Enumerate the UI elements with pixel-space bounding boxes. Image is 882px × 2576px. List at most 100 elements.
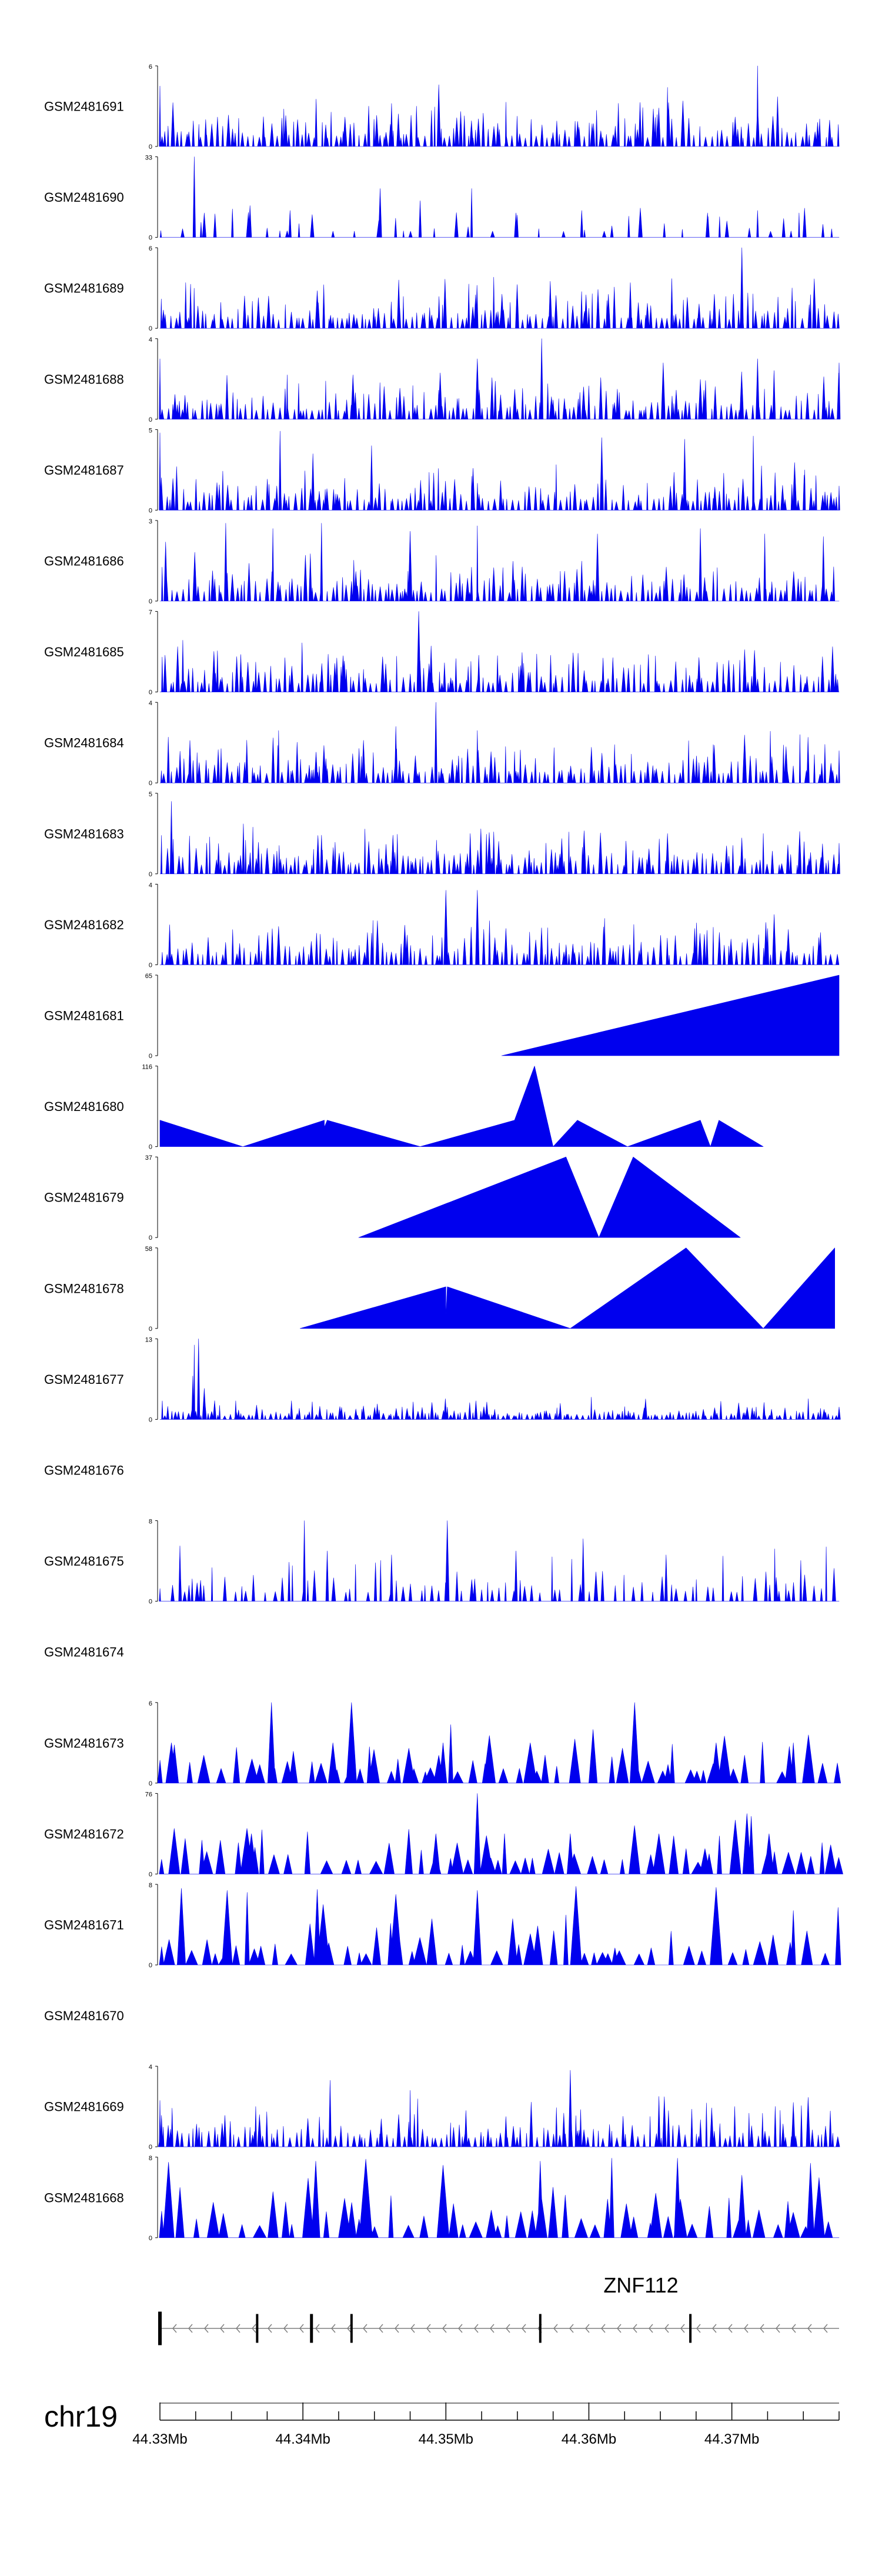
signal-area [159, 1886, 841, 1966]
y-zero-label: 0 [149, 1871, 152, 1878]
track-label: GSM2481685 [44, 645, 124, 659]
strand-arrow-icon [379, 2324, 383, 2333]
signal-area [159, 65, 840, 147]
gene-name-label: ZNF112 [603, 2273, 678, 2297]
track-GSM2481670: GSM2481670 [44, 2008, 124, 2023]
signal-area [159, 801, 840, 875]
y-zero-label: 0 [149, 144, 152, 151]
y-zero-label: 0 [149, 2235, 152, 2242]
gene-model-znf112: ZNF112 [158, 2273, 839, 2345]
track-GSM2481689: GSM2481689 6 0 [44, 245, 840, 332]
track-GSM2481675: GSM2481675 8 0 [44, 1519, 840, 1606]
track-label: GSM2481671 [44, 1918, 124, 1933]
signal-area [159, 1520, 840, 1601]
track-label: GSM2481673 [44, 1736, 124, 1750]
strand-arrow-icon [569, 2324, 574, 2333]
signal-area [159, 156, 840, 238]
track-GSM2481681: GSM2481681 65 0 [44, 973, 840, 1060]
track-label: GSM2481687 [44, 463, 124, 478]
y-zero-label: 0 [149, 780, 152, 787]
y-max-label: 3 [149, 518, 152, 525]
track-GSM2481671: GSM2481671 8 0 [44, 1882, 841, 1969]
y-zero-label: 0 [149, 598, 152, 605]
y-zero-label: 0 [149, 689, 152, 696]
strand-arrow-icon [315, 2324, 320, 2333]
strand-arrow-icon [728, 2324, 733, 2333]
track-label: GSM2481674 [44, 1645, 124, 1660]
y-max-label: 58 [145, 1246, 152, 1253]
track-GSM2481690: GSM2481690 33 0 [44, 155, 840, 242]
track-label: GSM2481676 [44, 1463, 124, 1478]
track-label: GSM2481670 [44, 2008, 124, 2023]
track-GSM2481684: GSM2481684 4 0 [44, 700, 840, 787]
strand-arrow-icon [490, 2324, 495, 2333]
x-tick-label: 44.35Mb [419, 2431, 473, 2447]
track-label: GSM2481679 [44, 1190, 124, 1205]
track-GSM2481682: GSM2481682 4 0 [44, 882, 840, 969]
y-zero-label: 0 [149, 1962, 152, 1969]
chromosome-label: chr19 [44, 2400, 118, 2433]
genomic-axis: 44.33Mb 44.34Mb 44.35Mb 44.36Mb 44.37Mb [132, 2403, 840, 2447]
strand-arrow-icon [410, 2324, 415, 2333]
exon-mark [689, 2314, 692, 2343]
y-zero-label: 0 [149, 871, 152, 878]
exon-mark [158, 2311, 162, 2345]
strand-arrow-icon [252, 2324, 256, 2333]
strand-arrow-icon [649, 2324, 653, 2333]
y-max-label: 8 [149, 2155, 152, 2162]
track-GSM2481668: GSM2481668 8 0 [44, 2155, 840, 2242]
strand-arrow-icon [268, 2324, 272, 2333]
y-max-label: 116 [142, 1064, 152, 1071]
strand-arrow-icon [522, 2324, 526, 2333]
signal-area [501, 975, 840, 1056]
track-label: GSM2481690 [44, 190, 124, 205]
signal-area [159, 1793, 843, 1874]
strand-arrow-icon [791, 2324, 796, 2333]
track-label: GSM2481681 [44, 1009, 124, 1023]
signal-area [157, 1702, 841, 1784]
track-label: GSM2481682 [44, 917, 124, 932]
exon-mark [350, 2314, 353, 2343]
strand-arrow-icon [760, 2324, 764, 2333]
strand-arrow-icon [474, 2324, 479, 2333]
x-tick-label: 44.34Mb [275, 2431, 330, 2447]
y-max-label: 37 [145, 1154, 152, 1162]
strand-arrow-icon [331, 2324, 336, 2333]
track-label: GSM2481691 [44, 99, 124, 114]
track-label: GSM2481678 [44, 1281, 124, 1296]
track-label: GSM2481688 [44, 372, 124, 386]
signal-area [159, 611, 840, 692]
track-GSM2481686: GSM2481686 3 0 [44, 518, 840, 605]
y-max-label: 7 [149, 609, 152, 616]
track-GSM2481687: GSM2481687 5 0 [44, 427, 840, 514]
strand-arrow-icon [442, 2324, 447, 2333]
track-GSM2481683: GSM2481683 5 0 [44, 791, 840, 878]
signal-area [159, 1066, 764, 1147]
track-GSM2481685: GSM2481685 7 0 [44, 609, 840, 696]
track-GSM2481691: GSM2481691 6 0 [44, 64, 840, 151]
strand-arrow-icon [172, 2324, 177, 2333]
strand-arrow-icon [553, 2324, 558, 2333]
strand-arrow-icon [426, 2324, 431, 2333]
strand-arrow-icon [664, 2324, 669, 2333]
track-GSM2481679: GSM2481679 37 0 [44, 1154, 741, 1242]
signal-area [158, 2070, 840, 2147]
y-zero-label: 0 [149, 416, 152, 423]
y-max-label: 33 [145, 155, 152, 162]
track-GSM2481677: GSM2481677 13 0 [44, 1336, 841, 1423]
exon-mark [256, 2314, 259, 2343]
track-GSM2481673: GSM2481673 6 0 [44, 1700, 841, 1787]
y-max-label: 5 [149, 791, 152, 798]
strand-arrow-icon [299, 2324, 304, 2333]
y-zero-label: 0 [149, 1053, 152, 1060]
signal-area [159, 702, 840, 783]
y-zero-label: 0 [149, 1416, 152, 1423]
x-tick-label: 44.37Mb [704, 2431, 759, 2447]
strand-arrow-icon [347, 2324, 352, 2333]
track-label: GSM2481668 [44, 2190, 124, 2205]
track-GSM2481672: GSM2481672 76 0 [44, 1791, 843, 1878]
track-label: GSM2481689 [44, 281, 124, 296]
y-max-label: 8 [149, 1519, 152, 1526]
track-label: GSM2481669 [44, 2100, 124, 2114]
